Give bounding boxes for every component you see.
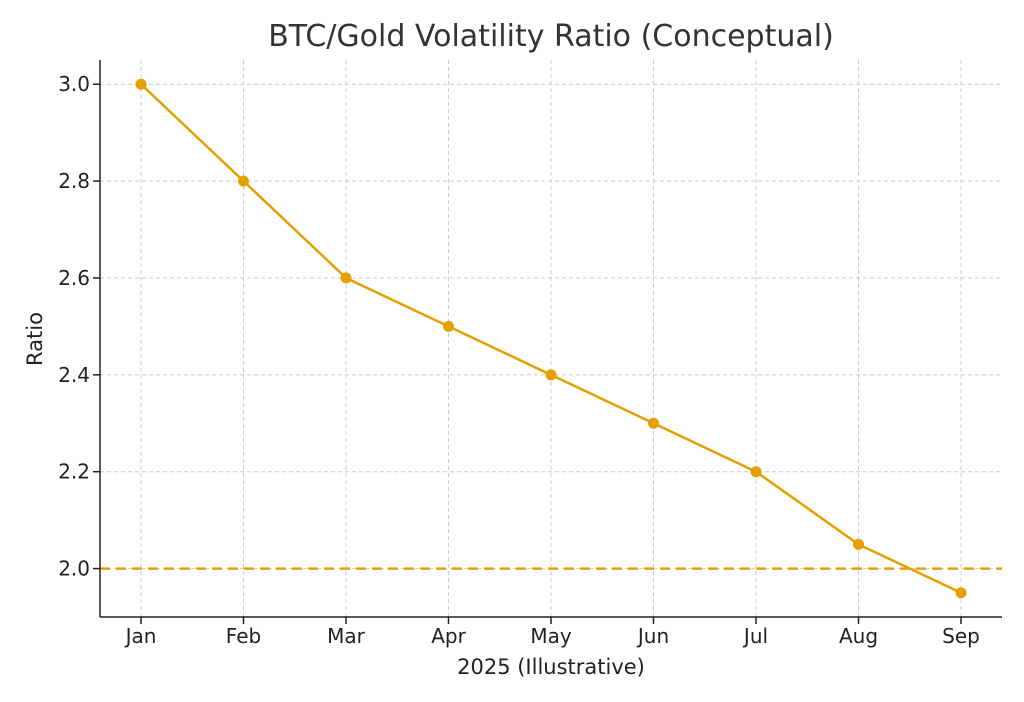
grid: [100, 60, 1002, 617]
data-point-jun: [648, 417, 659, 429]
data-point-mar: [340, 272, 352, 284]
x-tick-label: Feb: [226, 624, 261, 648]
y-tick-label: 2.6: [58, 266, 90, 290]
data-point-apr: [443, 320, 454, 332]
x-tick-label: Sep: [942, 624, 980, 648]
x-tick-label: Jul: [742, 624, 768, 648]
x-tick-label: Apr: [431, 624, 466, 648]
data-point-may: [545, 369, 557, 381]
y-tick-label: 2.2: [58, 460, 90, 484]
x-axis-label: 2025 (Illustrative): [457, 655, 645, 679]
y-tick-label: 3.0: [58, 72, 90, 96]
x-tick-label: Mar: [327, 624, 366, 648]
data-point-sep: [955, 587, 967, 599]
y-tick-label: 2.4: [58, 363, 90, 387]
axes: [99, 60, 1002, 618]
x-tick-label: Jun: [636, 624, 669, 648]
data-point-jan: [135, 78, 147, 90]
y-axis-label: Ratio: [23, 312, 47, 366]
x-tick-label: May: [530, 624, 572, 648]
y-tick-label: 2.0: [58, 557, 90, 581]
y-ticks: 2.0 2.2 2.4 2.6 2.8 3.0: [58, 72, 100, 581]
chart-title: BTC/Gold Volatility Ratio (Conceptual): [268, 19, 834, 54]
data-point-aug: [853, 538, 864, 550]
x-tick-label: Aug: [839, 624, 878, 648]
data-point-jul: [750, 466, 762, 478]
series-group: [135, 78, 967, 599]
x-tick-label: Jan: [124, 624, 157, 648]
y-tick-label: 2.8: [58, 169, 90, 193]
data-point-feb: [238, 175, 249, 187]
x-ticks: Jan Feb Mar Apr May Jun Jul Aug Sep: [124, 617, 980, 648]
